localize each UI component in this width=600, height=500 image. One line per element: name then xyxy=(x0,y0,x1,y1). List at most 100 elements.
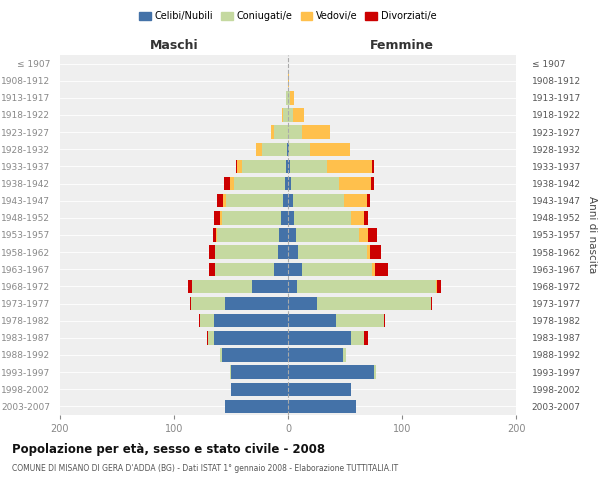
Bar xyxy=(217,228,279,241)
Bar xyxy=(226,400,288,413)
Bar xyxy=(340,177,371,190)
Bar xyxy=(288,331,350,344)
Bar xyxy=(230,366,231,379)
Bar xyxy=(226,194,283,207)
Bar xyxy=(288,142,289,156)
Bar xyxy=(290,91,294,104)
Bar xyxy=(310,142,350,156)
Text: Maschi: Maschi xyxy=(149,38,199,52)
Bar xyxy=(288,366,373,379)
Bar xyxy=(288,160,290,173)
Bar xyxy=(367,194,370,207)
Bar xyxy=(350,211,364,224)
Bar xyxy=(288,348,343,362)
Bar xyxy=(370,246,382,259)
Bar xyxy=(251,280,288,293)
Bar xyxy=(217,194,223,207)
Bar xyxy=(188,280,192,293)
Bar xyxy=(288,246,298,259)
Bar xyxy=(200,314,214,328)
Bar xyxy=(209,262,215,276)
Bar xyxy=(344,194,367,207)
Bar xyxy=(296,228,359,241)
Bar xyxy=(302,262,373,276)
Bar xyxy=(288,382,350,396)
Bar xyxy=(191,297,226,310)
Text: COMUNE DI MISANO DI GERA D'ADDA (BG) - Dati ISTAT 1° gennaio 2008 - Elaborazione: COMUNE DI MISANO DI GERA D'ADDA (BG) - D… xyxy=(12,464,398,473)
Bar xyxy=(220,211,222,224)
Bar xyxy=(215,262,274,276)
Bar xyxy=(287,142,288,156)
Bar xyxy=(288,177,292,190)
Bar xyxy=(359,228,368,241)
Bar xyxy=(215,246,278,259)
Bar xyxy=(293,194,344,207)
Bar xyxy=(222,348,288,362)
Text: Anni di nascita: Anni di nascita xyxy=(587,196,597,274)
Bar xyxy=(283,108,288,122)
Bar xyxy=(371,177,373,190)
Bar xyxy=(292,177,340,190)
Bar xyxy=(364,331,368,344)
Bar xyxy=(368,228,377,241)
Bar xyxy=(281,211,288,224)
Bar xyxy=(288,280,297,293)
Bar xyxy=(223,194,226,207)
Bar xyxy=(288,297,317,310)
Bar xyxy=(199,314,200,328)
Bar xyxy=(214,314,288,328)
Bar xyxy=(224,177,230,190)
Bar xyxy=(256,142,262,156)
Bar xyxy=(373,262,374,276)
Bar xyxy=(288,211,294,224)
Bar xyxy=(274,126,288,139)
Bar xyxy=(317,297,431,310)
Bar xyxy=(288,108,293,122)
Bar xyxy=(327,160,373,173)
Bar xyxy=(288,194,293,207)
Bar xyxy=(290,160,327,173)
Bar xyxy=(214,211,220,224)
Bar xyxy=(230,177,235,190)
Bar xyxy=(350,331,364,344)
Bar xyxy=(373,366,376,379)
Bar xyxy=(288,91,290,104)
Bar xyxy=(279,228,288,241)
Bar xyxy=(288,74,289,88)
Bar xyxy=(231,382,288,396)
Bar xyxy=(297,280,436,293)
Bar xyxy=(367,246,370,259)
Bar xyxy=(235,177,284,190)
Bar xyxy=(242,160,286,173)
Bar xyxy=(214,331,288,344)
Bar xyxy=(374,262,388,276)
Bar xyxy=(213,228,216,241)
Bar xyxy=(288,400,356,413)
Bar xyxy=(286,91,288,104)
Bar xyxy=(364,211,368,224)
Bar xyxy=(294,211,350,224)
Bar xyxy=(262,142,287,156)
Bar xyxy=(288,228,296,241)
Bar xyxy=(288,262,302,276)
Bar xyxy=(437,280,441,293)
Bar xyxy=(226,297,288,310)
Bar xyxy=(343,348,346,362)
Bar xyxy=(336,314,384,328)
Bar xyxy=(298,246,367,259)
Bar xyxy=(190,297,191,310)
Bar xyxy=(289,142,310,156)
Bar xyxy=(286,160,288,173)
Bar xyxy=(271,126,274,139)
Bar xyxy=(288,126,302,139)
Bar xyxy=(436,280,437,293)
Bar xyxy=(236,160,242,173)
Text: Femmine: Femmine xyxy=(370,38,434,52)
Bar xyxy=(231,366,288,379)
Bar xyxy=(220,348,222,362)
Bar xyxy=(278,246,288,259)
Text: Popolazione per età, sesso e stato civile - 2008: Popolazione per età, sesso e stato civil… xyxy=(12,442,325,456)
Bar xyxy=(208,331,214,344)
Bar xyxy=(384,314,385,328)
Bar xyxy=(192,280,251,293)
